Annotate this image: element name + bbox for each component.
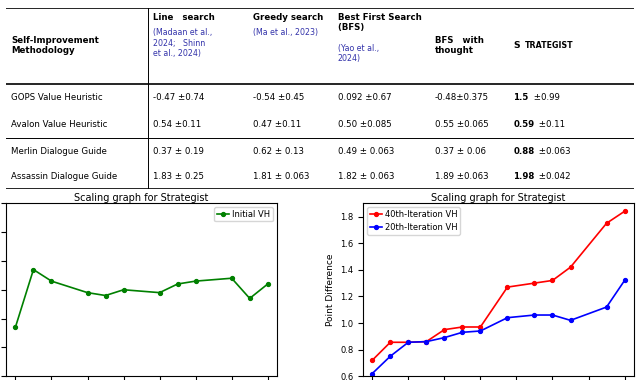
Title: Scaling graph for Strategist: Scaling graph for Strategist	[74, 193, 209, 203]
Text: 1.5: 1.5	[513, 93, 529, 102]
Text: 0.37 ± 0.06: 0.37 ± 0.06	[435, 147, 486, 155]
Line: 20th-Iteration VH: 20th-Iteration VH	[371, 279, 627, 375]
20th-Iteration VH	[387, 354, 394, 359]
20th-Iteration VH	[422, 339, 430, 344]
20th-Iteration VH	[440, 336, 448, 340]
Text: S: S	[513, 41, 520, 50]
Text: -0.47 ±0.74: -0.47 ±0.74	[152, 93, 204, 102]
Initial VH	[246, 296, 253, 301]
Initial VH	[84, 290, 92, 295]
Text: (Yao et al.,
2024): (Yao et al., 2024)	[337, 44, 379, 63]
Text: ±0.11: ±0.11	[536, 120, 566, 129]
40th-Iteration VH	[531, 281, 538, 285]
Text: ±0.042: ±0.042	[536, 172, 571, 181]
Text: 1.81 ± 0.063: 1.81 ± 0.063	[253, 172, 309, 181]
20th-Iteration VH	[548, 313, 556, 317]
Text: 0.54 ±0.11: 0.54 ±0.11	[152, 120, 201, 129]
Text: GOPS Value Heuristic: GOPS Value Heuristic	[12, 93, 103, 102]
40th-Iteration VH	[477, 325, 484, 329]
Text: 0.092 ±0.67: 0.092 ±0.67	[337, 93, 391, 102]
Text: Self-Improvement
Methodology: Self-Improvement Methodology	[12, 36, 99, 55]
40th-Iteration VH	[404, 340, 412, 345]
Initial VH	[120, 288, 127, 292]
Initial VH	[174, 282, 182, 286]
Text: BFS   with
thought: BFS with thought	[435, 36, 484, 55]
40th-Iteration VH	[422, 339, 430, 344]
Text: Merlin Dialogue Guide: Merlin Dialogue Guide	[12, 147, 108, 155]
Title: Scaling graph for Strategist: Scaling graph for Strategist	[431, 193, 566, 203]
Initial VH	[156, 290, 163, 295]
Initial VH	[192, 279, 200, 283]
Text: (Madaan et al.,
2024;   Shinn
et al., 2024): (Madaan et al., 2024; Shinn et al., 2024…	[152, 28, 212, 58]
20th-Iteration VH	[404, 340, 412, 345]
40th-Iteration VH	[566, 265, 574, 269]
Initial VH	[102, 293, 109, 298]
Text: 0.59: 0.59	[513, 120, 534, 129]
Text: -0.54 ±0.45: -0.54 ±0.45	[253, 93, 304, 102]
40th-Iteration VH	[621, 209, 628, 214]
20th-Iteration VH	[531, 313, 538, 317]
40th-Iteration VH	[548, 278, 556, 283]
20th-Iteration VH	[566, 318, 574, 323]
Text: 1.82 ± 0.063: 1.82 ± 0.063	[337, 172, 394, 181]
40th-Iteration VH	[387, 340, 394, 345]
Text: Assassin Dialogue Guide: Assassin Dialogue Guide	[12, 172, 118, 181]
20th-Iteration VH	[504, 315, 511, 320]
40th-Iteration VH	[369, 358, 376, 363]
Y-axis label: Point Difference: Point Difference	[326, 253, 335, 326]
Initial VH	[264, 282, 271, 286]
20th-Iteration VH	[458, 330, 466, 335]
Text: 0.49 ± 0.063: 0.49 ± 0.063	[337, 147, 394, 155]
Text: -0.48±0.375: -0.48±0.375	[435, 93, 489, 102]
Initial VH	[47, 279, 55, 283]
20th-Iteration VH	[621, 278, 628, 283]
Text: 0.37 ± 0.19: 0.37 ± 0.19	[152, 147, 204, 155]
Text: 0.47 ±0.11: 0.47 ±0.11	[253, 120, 301, 129]
20th-Iteration VH	[603, 305, 611, 309]
40th-Iteration VH	[458, 325, 466, 329]
40th-Iteration VH	[504, 285, 511, 290]
Text: ±0.063: ±0.063	[536, 147, 571, 155]
Line: Initial VH: Initial VH	[13, 268, 269, 329]
20th-Iteration VH	[477, 329, 484, 333]
Line: 40th-Iteration VH: 40th-Iteration VH	[371, 209, 627, 362]
Text: 0.55 ±0.065: 0.55 ±0.065	[435, 120, 488, 129]
Text: 0.88: 0.88	[513, 147, 534, 155]
Text: Best First Search
(BFS): Best First Search (BFS)	[337, 13, 421, 32]
Text: 0.62 ± 0.13: 0.62 ± 0.13	[253, 147, 304, 155]
Text: 1.98: 1.98	[513, 172, 534, 181]
Text: 0.50 ±0.085: 0.50 ±0.085	[337, 120, 391, 129]
Text: Line   search: Line search	[152, 13, 214, 22]
Legend: Initial VH: Initial VH	[214, 207, 273, 222]
40th-Iteration VH	[440, 328, 448, 332]
Initial VH	[29, 267, 37, 272]
20th-Iteration VH	[369, 371, 376, 376]
Text: 1.89 ±0.063: 1.89 ±0.063	[435, 172, 488, 181]
Text: Greedy search: Greedy search	[253, 13, 323, 22]
Text: TRATEGIST: TRATEGIST	[524, 41, 573, 50]
Text: 1.83 ± 0.25: 1.83 ± 0.25	[152, 172, 204, 181]
Text: Avalon Value Heuristic: Avalon Value Heuristic	[12, 120, 108, 129]
Text: (Ma et al., 2023): (Ma et al., 2023)	[253, 28, 318, 38]
Initial VH	[12, 325, 19, 329]
Text: ±0.99: ±0.99	[531, 93, 560, 102]
Legend: 40th-Iteration VH, 20th-Iteration VH: 40th-Iteration VH, 20th-Iteration VH	[367, 207, 460, 234]
40th-Iteration VH	[603, 221, 611, 226]
Initial VH	[228, 276, 236, 280]
